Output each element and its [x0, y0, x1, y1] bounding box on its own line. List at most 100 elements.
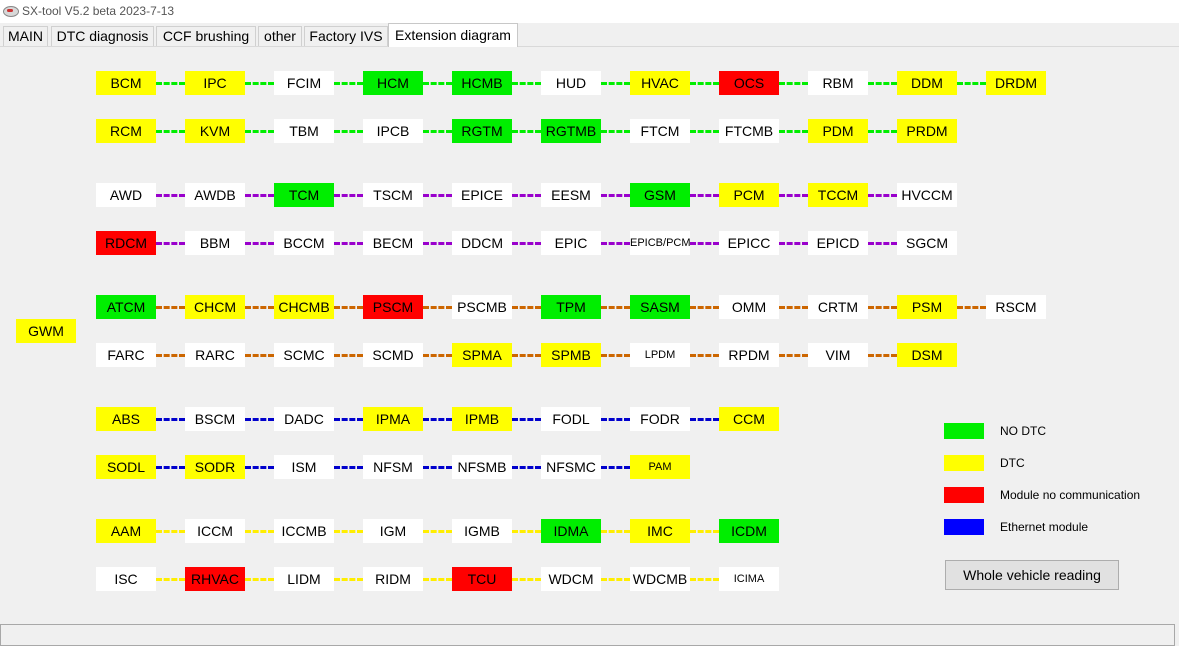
- module-sodl[interactable]: SODL: [96, 455, 156, 479]
- module-wdcm[interactable]: WDCM: [541, 567, 601, 591]
- module-pscm[interactable]: PSCM: [363, 295, 423, 319]
- module-rgtmb[interactable]: RGTMB: [541, 119, 601, 143]
- module-scmd[interactable]: SCMD: [363, 343, 423, 367]
- module-pam[interactable]: PAM: [630, 455, 690, 479]
- tab-dtc-diagnosis[interactable]: DTC diagnosis: [51, 26, 154, 46]
- module-rbm[interactable]: RBM: [808, 71, 868, 95]
- module-rgtm[interactable]: RGTM: [452, 119, 512, 143]
- module-tbm[interactable]: TBM: [274, 119, 334, 143]
- module-becm[interactable]: BECM: [363, 231, 423, 255]
- module-epice[interactable]: EPICE: [452, 183, 512, 207]
- module-ocs[interactable]: OCS: [719, 71, 779, 95]
- module-bbm[interactable]: BBM: [185, 231, 245, 255]
- module-spmb[interactable]: SPMB: [541, 343, 601, 367]
- module-bccm[interactable]: BCCM: [274, 231, 334, 255]
- module-gsm[interactable]: GSM: [630, 183, 690, 207]
- module-chcm[interactable]: CHCM: [185, 295, 245, 319]
- module-crtm[interactable]: CRTM: [808, 295, 868, 319]
- module-tscm[interactable]: TSCM: [363, 183, 423, 207]
- tab-ccf-brushing[interactable]: CCF brushing: [156, 26, 256, 46]
- module-ism[interactable]: ISM: [274, 455, 334, 479]
- module-lpdm[interactable]: LPDM: [630, 343, 690, 367]
- tab-factory-ivs[interactable]: Factory IVS: [304, 26, 388, 46]
- module-prdm[interactable]: PRDM: [897, 119, 957, 143]
- module-aam[interactable]: AAM: [96, 519, 156, 543]
- module-ftcm[interactable]: FTCM: [630, 119, 690, 143]
- module-fcim[interactable]: FCIM: [274, 71, 334, 95]
- module-sodr[interactable]: SODR: [185, 455, 245, 479]
- module-igmb[interactable]: IGMB: [452, 519, 512, 543]
- module-epic[interactable]: EPIC: [541, 231, 601, 255]
- module-chcmb[interactable]: CHCMB: [274, 295, 334, 319]
- module-fodl[interactable]: FODL: [541, 407, 601, 431]
- module-ccm[interactable]: CCM: [719, 407, 779, 431]
- module-dsm[interactable]: DSM: [897, 343, 957, 367]
- module-rdcm[interactable]: RDCM: [96, 231, 156, 255]
- module-tccm[interactable]: TCCM: [808, 183, 868, 207]
- module-spma[interactable]: SPMA: [452, 343, 512, 367]
- module-tcm[interactable]: TCM: [274, 183, 334, 207]
- module-epicc[interactable]: EPICC: [719, 231, 779, 255]
- module-icima[interactable]: ICIMA: [719, 567, 779, 591]
- module-awdb[interactable]: AWDB: [185, 183, 245, 207]
- module-nfsmb[interactable]: NFSMB: [452, 455, 512, 479]
- module-atcm[interactable]: ATCM: [96, 295, 156, 319]
- module-rpdm[interactable]: RPDM: [719, 343, 779, 367]
- module-sasm[interactable]: SASM: [630, 295, 690, 319]
- module-scmc[interactable]: SCMC: [274, 343, 334, 367]
- module-farc[interactable]: FARC: [96, 343, 156, 367]
- module-rcm[interactable]: RCM: [96, 119, 156, 143]
- module-ftcmb[interactable]: FTCMB: [719, 119, 779, 143]
- module-eesm[interactable]: EESM: [541, 183, 601, 207]
- module-kvm[interactable]: KVM: [185, 119, 245, 143]
- tab-main[interactable]: MAIN: [3, 26, 48, 46]
- module-dadc[interactable]: DADC: [274, 407, 334, 431]
- module-bcm[interactable]: BCM: [96, 71, 156, 95]
- module-epicd[interactable]: EPICD: [808, 231, 868, 255]
- module-abs[interactable]: ABS: [96, 407, 156, 431]
- module-igm[interactable]: IGM: [363, 519, 423, 543]
- module-awd[interactable]: AWD: [96, 183, 156, 207]
- module-ipcb[interactable]: IPCB: [363, 119, 423, 143]
- module-ddcm[interactable]: DDCM: [452, 231, 512, 255]
- module-idma[interactable]: IDMA: [541, 519, 601, 543]
- module-ddm[interactable]: DDM: [897, 71, 957, 95]
- module-drdm[interactable]: DRDM: [986, 71, 1046, 95]
- tab-other[interactable]: other: [258, 26, 302, 46]
- whole-vehicle-reading-button[interactable]: Whole vehicle reading: [945, 560, 1119, 590]
- module-ridm[interactable]: RIDM: [363, 567, 423, 591]
- tab-extension-diagram[interactable]: Extension diagram: [388, 23, 518, 47]
- module-tcu[interactable]: TCU: [452, 567, 512, 591]
- module-vim[interactable]: VIM: [808, 343, 868, 367]
- module-hvccm[interactable]: HVCCM: [897, 183, 957, 207]
- module-ipma[interactable]: IPMA: [363, 407, 423, 431]
- module-bscm[interactable]: BSCM: [185, 407, 245, 431]
- module-pscmb[interactable]: PSCMB: [452, 295, 512, 319]
- module-hcmb[interactable]: HCMB: [452, 71, 512, 95]
- module-hvac[interactable]: HVAC: [630, 71, 690, 95]
- module-rscm[interactable]: RSCM: [986, 295, 1046, 319]
- module-iccmb[interactable]: ICCMB: [274, 519, 334, 543]
- module-gwm[interactable]: GWM: [16, 319, 76, 343]
- module-ipmb[interactable]: IPMB: [452, 407, 512, 431]
- module-hcm[interactable]: HCM: [363, 71, 423, 95]
- module-pdm[interactable]: PDM: [808, 119, 868, 143]
- module-nfsm[interactable]: NFSM: [363, 455, 423, 479]
- module-lidm[interactable]: LIDM: [274, 567, 334, 591]
- module-sgcm[interactable]: SGCM: [897, 231, 957, 255]
- module-nfsmc[interactable]: NFSMC: [541, 455, 601, 479]
- module-rarc[interactable]: RARC: [185, 343, 245, 367]
- module-isc[interactable]: ISC: [96, 567, 156, 591]
- module-rhvac[interactable]: RHVAC: [185, 567, 245, 591]
- module-hud[interactable]: HUD: [541, 71, 601, 95]
- module-imc[interactable]: IMC: [630, 519, 690, 543]
- module-icdm[interactable]: ICDM: [719, 519, 779, 543]
- module-iccm[interactable]: ICCM: [185, 519, 245, 543]
- module-ipc[interactable]: IPC: [185, 71, 245, 95]
- module-fodr[interactable]: FODR: [630, 407, 690, 431]
- module-omm[interactable]: OMM: [719, 295, 779, 319]
- module-tpm[interactable]: TPM: [541, 295, 601, 319]
- module-psm[interactable]: PSM: [897, 295, 957, 319]
- module-pcm[interactable]: PCM: [719, 183, 779, 207]
- module-wdcmb[interactable]: WDCMB: [630, 567, 690, 591]
